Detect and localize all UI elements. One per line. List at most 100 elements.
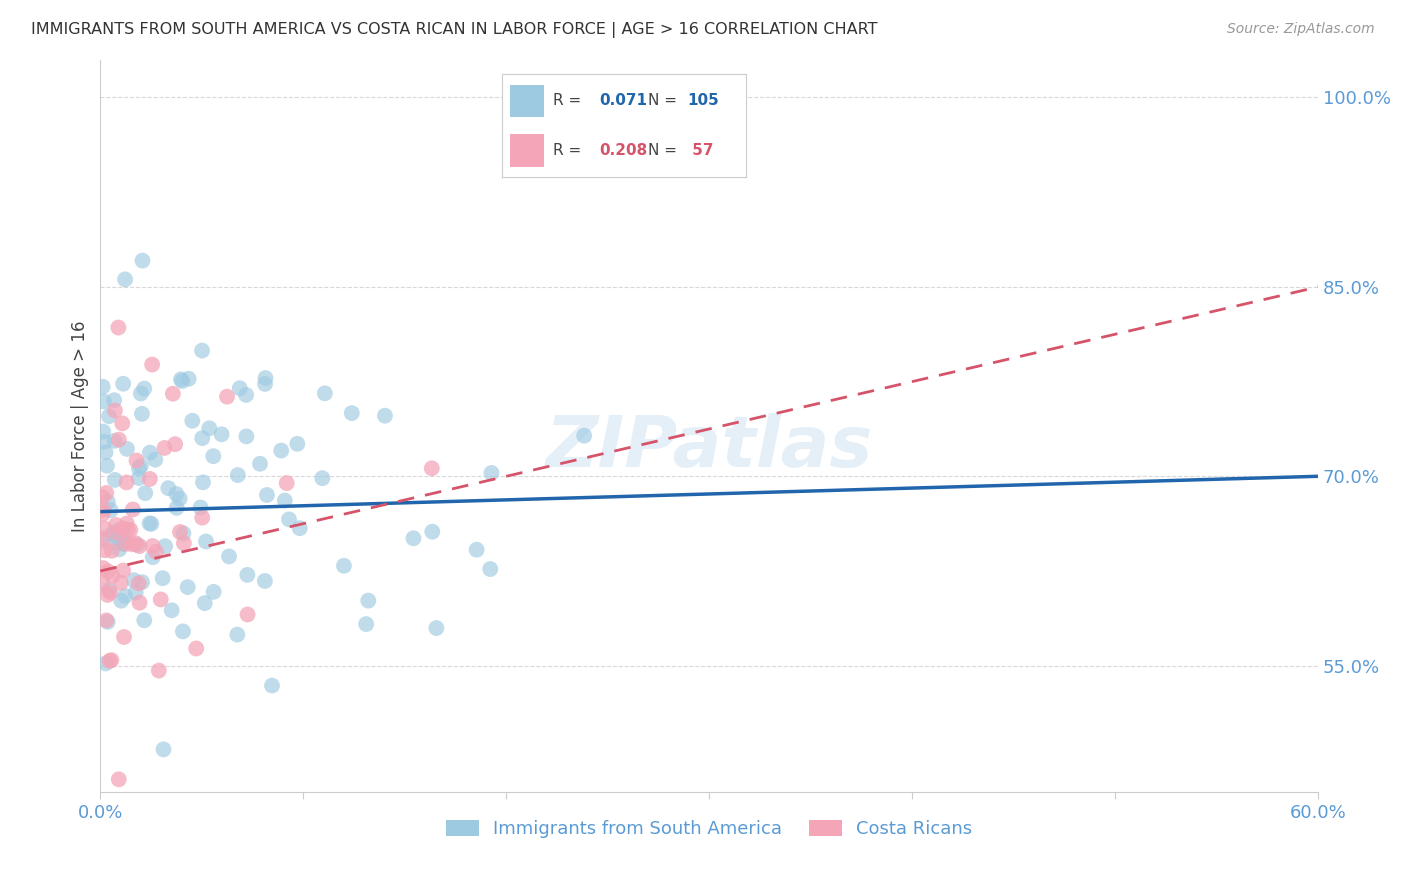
Point	[131, 253, 153, 268]
Point	[115, 442, 138, 456]
Point	[127, 538, 149, 552]
Point	[108, 523, 131, 537]
Point	[141, 516, 163, 531]
Point	[420, 461, 443, 475]
Point	[112, 522, 135, 536]
Point	[191, 343, 214, 358]
Point	[105, 536, 128, 550]
Point	[402, 532, 425, 546]
Point	[100, 653, 122, 667]
Point	[311, 471, 333, 485]
Text: IMMIGRANTS FROM SOUTH AMERICA VS COSTA RICAN IN LABOR FORCE | AGE > 16 CORRELATI: IMMIGRANTS FROM SOUTH AMERICA VS COSTA R…	[31, 22, 877, 38]
Point	[139, 445, 162, 459]
Point	[162, 386, 184, 401]
Point	[128, 539, 150, 553]
Point	[253, 574, 276, 588]
Point	[160, 603, 183, 617]
Point	[114, 589, 136, 603]
Point	[145, 545, 167, 559]
Point	[96, 458, 118, 473]
Point	[115, 475, 138, 490]
Point	[96, 486, 118, 500]
Point	[479, 562, 502, 576]
Point	[129, 458, 152, 473]
Point	[254, 371, 277, 385]
Point	[101, 569, 124, 583]
Point	[91, 532, 114, 546]
Point	[177, 372, 200, 386]
Point	[111, 526, 134, 541]
Point	[101, 525, 124, 540]
Point	[420, 524, 443, 539]
Point	[112, 564, 135, 578]
Point	[114, 537, 136, 551]
Point	[314, 386, 336, 401]
Point	[114, 272, 136, 286]
Point	[129, 386, 152, 401]
Point	[139, 472, 162, 486]
Point	[152, 571, 174, 585]
Point	[288, 521, 311, 535]
Point	[93, 521, 115, 535]
Point	[165, 437, 187, 451]
Point	[122, 573, 145, 587]
Point	[91, 534, 114, 549]
Point	[202, 449, 225, 463]
Point	[107, 320, 129, 334]
Point	[481, 466, 503, 480]
Point	[91, 425, 114, 439]
Point	[112, 376, 135, 391]
Point	[134, 486, 156, 500]
Point	[128, 471, 150, 485]
Point	[97, 582, 120, 597]
Point	[134, 613, 156, 627]
Point	[98, 409, 121, 424]
Point	[191, 510, 214, 524]
Point	[226, 468, 249, 483]
Y-axis label: In Labor Force | Age > 16: In Labor Force | Age > 16	[72, 320, 89, 532]
Point	[93, 543, 115, 558]
Point	[236, 607, 259, 622]
Point	[104, 473, 127, 487]
Point	[169, 524, 191, 539]
Point	[253, 376, 276, 391]
Point	[131, 407, 153, 421]
Point	[143, 452, 166, 467]
Point	[142, 539, 165, 553]
Point	[260, 679, 283, 693]
Point	[91, 561, 114, 575]
Point	[425, 621, 447, 635]
Point	[235, 429, 257, 443]
Point	[100, 544, 122, 558]
Point	[236, 567, 259, 582]
Point	[190, 500, 212, 515]
Point	[357, 593, 380, 607]
Point	[141, 358, 163, 372]
Point	[274, 493, 297, 508]
Point	[374, 409, 396, 423]
Point	[165, 487, 187, 501]
Point	[170, 372, 193, 386]
Point	[285, 437, 308, 451]
Point	[111, 417, 134, 431]
Point	[153, 539, 176, 553]
Point	[128, 461, 150, 475]
Point	[256, 488, 278, 502]
Point	[110, 593, 132, 607]
Point	[122, 502, 145, 516]
Point	[131, 575, 153, 590]
Point	[98, 585, 121, 599]
Point	[172, 374, 194, 388]
Point	[211, 427, 233, 442]
Point	[91, 507, 114, 521]
Point	[125, 586, 148, 600]
Point	[181, 414, 204, 428]
Point	[186, 641, 208, 656]
Point	[198, 421, 221, 435]
Point	[176, 580, 198, 594]
Point	[97, 495, 120, 509]
Point	[148, 664, 170, 678]
Point	[166, 500, 188, 515]
Point	[128, 596, 150, 610]
Point	[121, 537, 143, 551]
